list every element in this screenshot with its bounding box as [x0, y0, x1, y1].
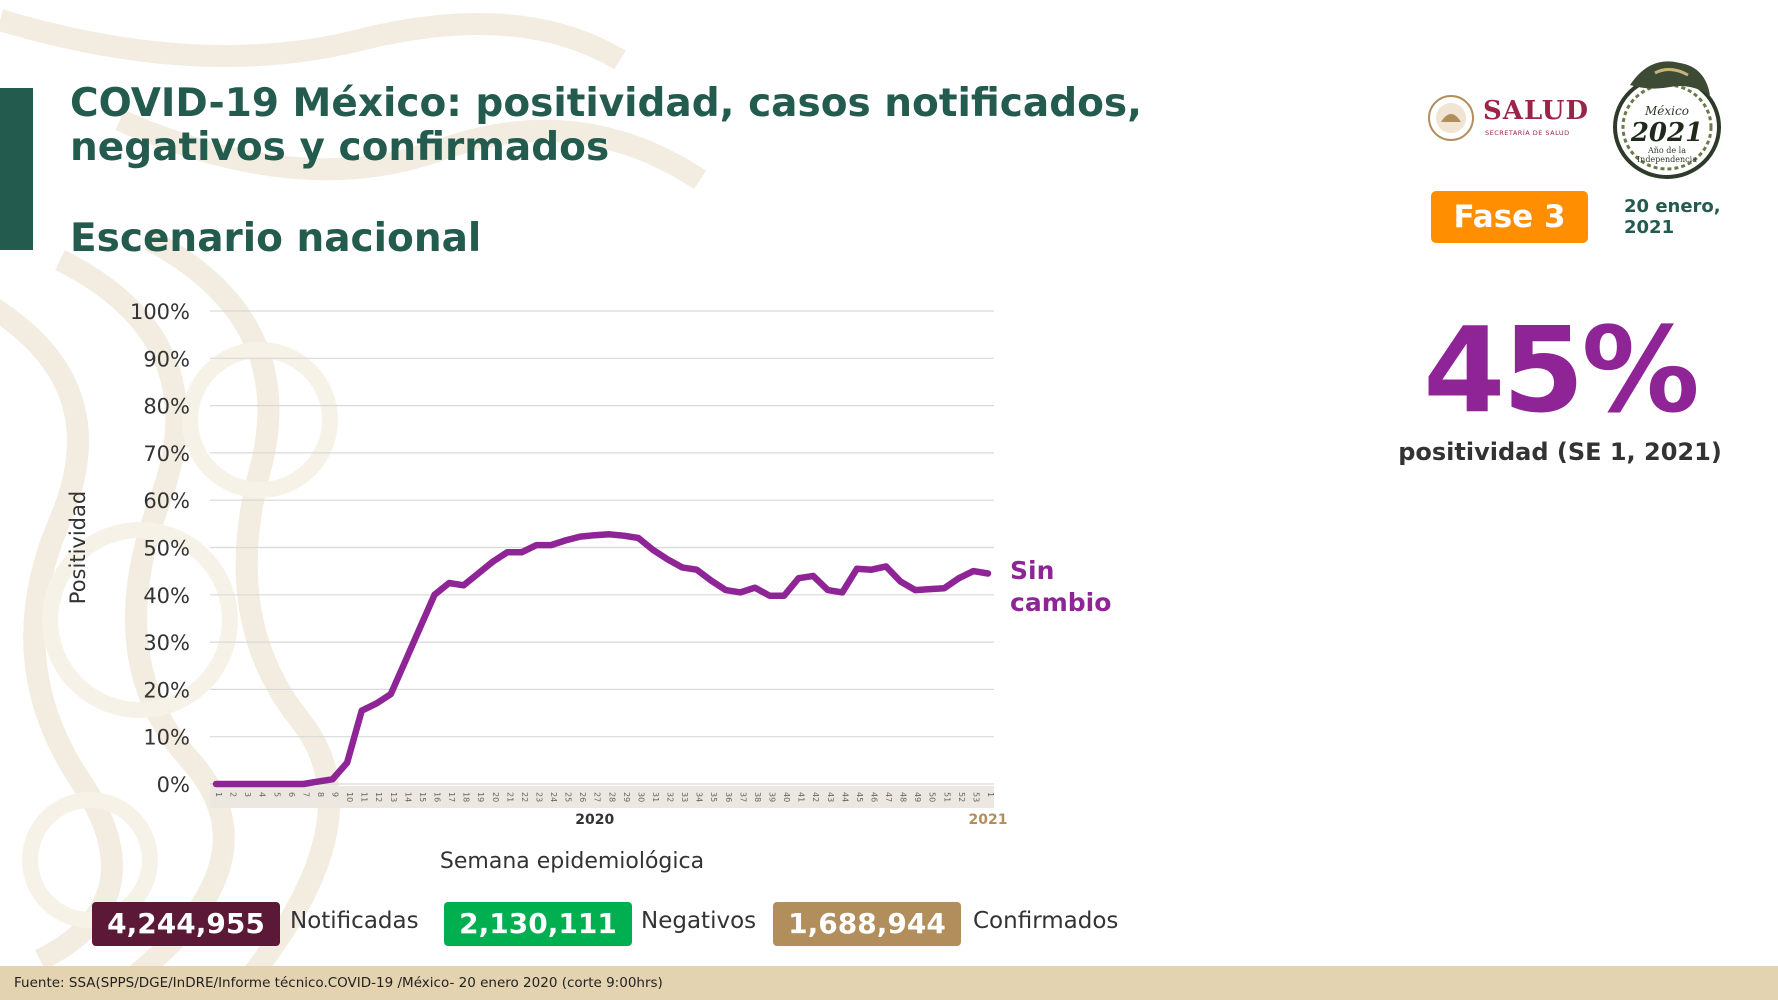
seal-text-year: 2021 — [1630, 118, 1703, 148]
y-tick-label: 90% — [143, 347, 190, 371]
page-title: COVID-19 México: positividad, casos noti… — [70, 81, 1142, 170]
seal-text-independencia: Independencia — [1637, 155, 1697, 164]
stat-label-negativos: Negativos — [641, 908, 757, 934]
y-tick-label: 70% — [143, 442, 190, 466]
x-tick-label: 48 — [899, 792, 908, 802]
x-tick-label: 26 — [578, 792, 587, 802]
independence-2021-seal: México 2021 Año de la Independencia — [1613, 61, 1721, 179]
coat-of-arms-icon — [1428, 95, 1474, 141]
y-tick-label: 30% — [143, 631, 190, 655]
x-tick-label: 17 — [447, 792, 456, 802]
report-date: 20 enero, 2021 — [1624, 196, 1721, 238]
x-tick-label: 14 — [403, 792, 412, 802]
source-text: Fuente: SSA(SPPS/DGE/InDRE/Informe técni… — [14, 975, 663, 991]
positivity-label: positividad (SE 1, 2021) — [1398, 438, 1722, 466]
x-tick-label: 4 — [258, 792, 267, 797]
title-accent-bar — [0, 88, 33, 250]
x-tick-label: 9 — [331, 792, 340, 797]
x-tick-label: 30 — [636, 792, 645, 802]
y-axis-title: Positividad — [66, 491, 90, 604]
x-tick-label: 7 — [301, 792, 310, 797]
x-tick-label: 50 — [928, 792, 937, 802]
page-subtitle: Escenario nacional — [70, 216, 482, 261]
seal-text-ano: Año de la — [1647, 146, 1686, 155]
salud-logo: SALUD SECRETARÍA DE SALUD — [1425, 92, 1588, 144]
x-tick-label: 47 — [884, 792, 893, 802]
x-tick-label: 37 — [738, 792, 747, 802]
x-tick-label: 41 — [797, 792, 806, 802]
y-tick-label: 40% — [143, 584, 190, 608]
x-tick-label: 36 — [724, 792, 733, 802]
x-tick-label: 1 — [214, 792, 223, 797]
x-tick-label: 49 — [913, 792, 922, 802]
x-tick-label: 18 — [462, 792, 471, 802]
y-tick-label: 60% — [143, 489, 190, 513]
year-label: 2020 — [575, 812, 614, 828]
x-tick-label: 51 — [942, 792, 951, 802]
x-tick-label: 16 — [432, 792, 441, 802]
positivity-value: 45% — [1423, 301, 1699, 439]
x-tick-label: 20 — [491, 792, 500, 802]
y-tick-label: 20% — [143, 678, 190, 702]
x-axis-title: Semana epidemiológica — [440, 849, 704, 874]
x-tick-label: 10 — [345, 792, 354, 802]
seal-text-mexico: México — [1644, 104, 1689, 118]
x-tick-label: 38 — [753, 792, 762, 802]
x-tick-label: 28 — [607, 792, 616, 802]
source-footer: Fuente: SSA(SPPS/DGE/InDRE/Informe técni… — [0, 966, 1778, 1000]
salud-wordmark: SALUD — [1483, 96, 1590, 126]
x-tick-label: 32 — [666, 792, 675, 802]
y-tick-label: 100% — [130, 300, 190, 324]
x-tick-label: 19 — [476, 792, 485, 802]
x-tick-label: 39 — [768, 792, 777, 802]
y-tick-label: 50% — [143, 537, 190, 561]
x-tick-label: 24 — [549, 792, 558, 802]
x-tick-label: 52 — [957, 792, 966, 802]
x-tick-label: 21 — [505, 792, 514, 802]
x-tick-label: 3 — [243, 792, 252, 797]
x-tick-label: 46 — [869, 792, 878, 802]
x-tick-label: 44 — [840, 792, 849, 802]
x-tick-label: 31 — [651, 792, 660, 802]
stat-label-notificadas: Notificadas — [290, 908, 419, 934]
x-tick-label: 2 — [229, 792, 238, 797]
x-tick-label: 45 — [855, 792, 864, 802]
x-tick-label: 29 — [622, 792, 631, 802]
x-tick-label: 33 — [680, 792, 689, 802]
stat-badge-notificadas: 4,244,955 — [92, 902, 280, 946]
x-tick-label: 27 — [593, 792, 602, 802]
x-tick-label: 40 — [782, 792, 791, 802]
x-tick-label: 11 — [360, 792, 369, 802]
x-tick-label: 13 — [389, 792, 398, 802]
x-tick-label: 42 — [811, 792, 820, 802]
x-tick-label: 35 — [709, 792, 718, 802]
x-tick-label: 25 — [564, 792, 573, 802]
y-tick-label: 10% — [143, 726, 190, 750]
x-tick-label: 5 — [272, 792, 281, 797]
year-label: 2021 — [969, 812, 1008, 828]
stat-badge-negativos: 2,130,111 — [444, 902, 632, 946]
x-tick-label: 1 — [986, 792, 995, 797]
x-tick-label: 15 — [418, 792, 427, 802]
x-tick-label: 43 — [826, 792, 835, 802]
series-line-positividad — [212, 531, 992, 788]
stat-label-confirmados: Confirmados — [973, 908, 1119, 934]
phase-badge: Fase 3 — [1431, 191, 1588, 243]
y-tick-label: 0% — [157, 773, 190, 797]
x-tick-label: 23 — [534, 792, 543, 802]
x-tick-label: 53 — [971, 792, 980, 802]
annotation-line-0: Sin — [1010, 556, 1054, 585]
y-tick-label: 80% — [143, 395, 190, 419]
x-tick-label: 22 — [520, 792, 529, 802]
x-axis-tick-band — [210, 786, 994, 808]
x-tick-label: 8 — [316, 792, 325, 797]
x-tick-label: 34 — [695, 792, 704, 802]
stat-badge-confirmados: 1,688,944 — [773, 902, 961, 946]
salud-subtext: SECRETARÍA DE SALUD — [1485, 129, 1570, 137]
annotation-line-1: cambio — [1010, 588, 1111, 617]
x-tick-label: 12 — [374, 792, 383, 802]
x-tick-label: 6 — [287, 792, 296, 797]
